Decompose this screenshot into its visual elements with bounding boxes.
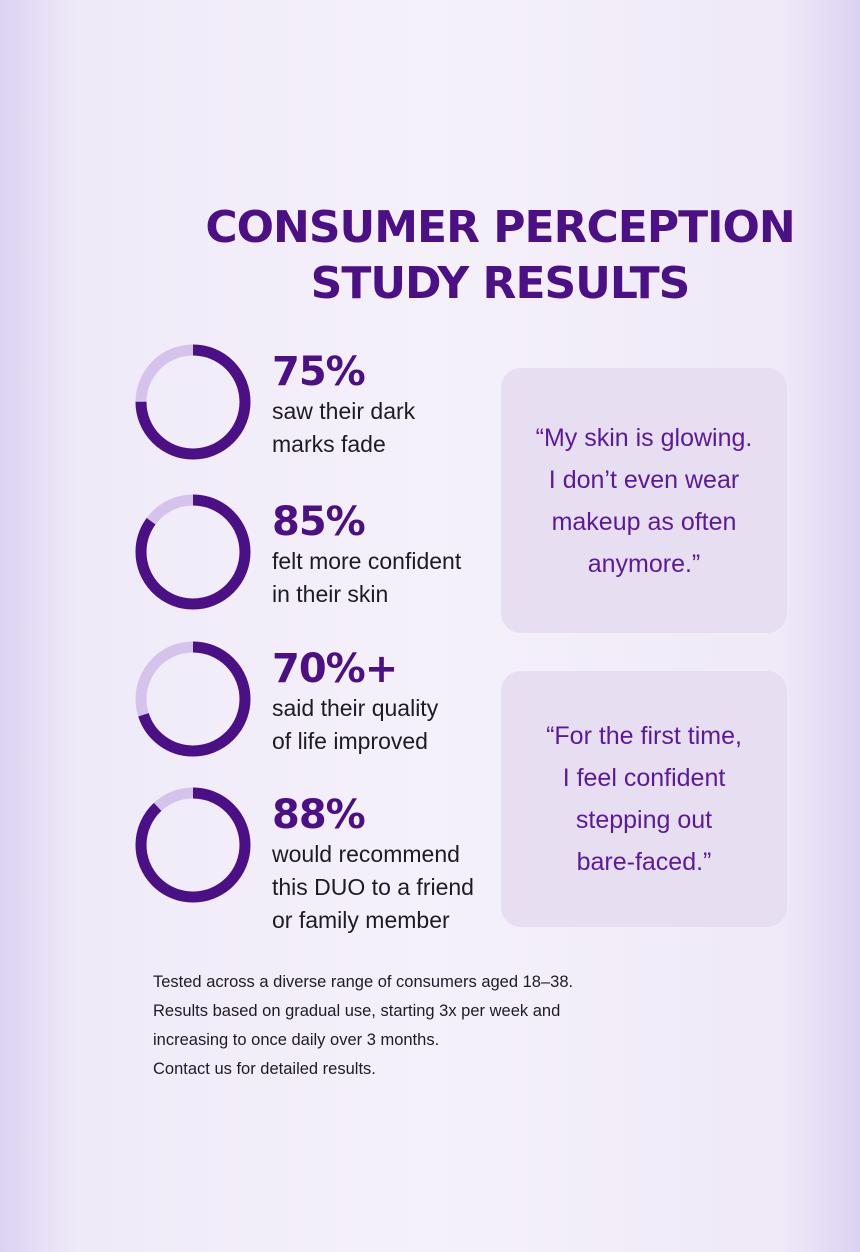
quote-line: “My skin is glowing. [535, 423, 753, 452]
title-line-1: CONSUMER PERCEPTION [205, 202, 795, 253]
donut-chart [135, 494, 251, 610]
donut-chart [135, 641, 251, 757]
quote-line: I feel confident [562, 764, 726, 792]
stat-desc-line: or family member [272, 907, 450, 933]
donut-fill [135, 787, 251, 903]
page-title: CONSUMER PERCEPTION STUDY RESULTS [150, 200, 850, 312]
stat-desc-line: of life improved [272, 728, 428, 754]
stat-description: saw their dark marks fade [272, 395, 512, 461]
testimonial-card: “For the first time, I feel confident st… [501, 671, 787, 927]
stat-percent: 88% [272, 792, 366, 838]
quote-line: anymore.” [587, 549, 701, 578]
stat-desc-line: felt more confident [272, 548, 462, 574]
stat-description: said their quality of life improved [272, 692, 512, 758]
stat-text: 70%+ said their quality of life improved [272, 646, 512, 758]
stat-description: felt more confident in their skin [272, 545, 512, 611]
stat-description: would recommend this DUO to a friend or … [272, 838, 512, 937]
stat-desc-line: saw their dark [272, 398, 416, 424]
testimonial-quote: “For the first time, I feel confident st… [519, 715, 769, 883]
stat-item: 70%+ said their quality of life improved [134, 640, 504, 760]
stat-text: 85% felt more confident in their skin [272, 499, 512, 611]
stat-desc-line: marks fade [272, 431, 386, 457]
stat-text: 88% would recommend this DUO to a friend… [272, 792, 512, 937]
testimonial-quote: “My skin is glowing. I don’t even wear m… [519, 417, 769, 585]
study-footnote: Tested across a diverse range of consume… [153, 968, 673, 1084]
footnote-line: Results based on gradual use, starting 3… [153, 1002, 561, 1020]
stat-percent: 70%+ [272, 646, 398, 692]
footnote-line: increasing to once daily over 3 months. [153, 1031, 440, 1049]
testimonial-card: “My skin is glowing. I don’t even wear m… [501, 368, 787, 633]
quote-line: I don’t even wear [548, 465, 740, 494]
stat-item: 85% felt more confident in their skin [134, 493, 504, 613]
stat-item: 88% would recommend this DUO to a friend… [134, 786, 504, 946]
donut-chart [135, 344, 251, 460]
stat-percent: 85% [272, 499, 366, 545]
stat-desc-line: this DUO to a friend [272, 874, 474, 900]
donut-fill [135, 344, 251, 460]
stat-percent: 75% [272, 349, 366, 395]
stat-item: 75% saw their dark marks fade [134, 343, 504, 463]
quote-line: bare-faced.” [576, 848, 712, 876]
donut-fill [135, 494, 251, 610]
stat-text: 75% saw their dark marks fade [272, 349, 512, 461]
stat-desc-line: would recommend [272, 841, 460, 867]
stat-desc-line: said their quality [272, 695, 439, 721]
quote-line: makeup as often [551, 507, 737, 536]
footnote-line: Tested across a diverse range of consume… [153, 973, 574, 991]
donut-fill [135, 641, 251, 757]
quote-line: stepping out [575, 806, 713, 834]
quote-line: “For the first time, [546, 722, 742, 750]
stat-desc-line: in their skin [272, 581, 389, 607]
donut-chart [135, 787, 251, 903]
footnote-line: Contact us for detailed results. [153, 1060, 376, 1078]
title-line-2: STUDY RESULTS [310, 258, 691, 309]
